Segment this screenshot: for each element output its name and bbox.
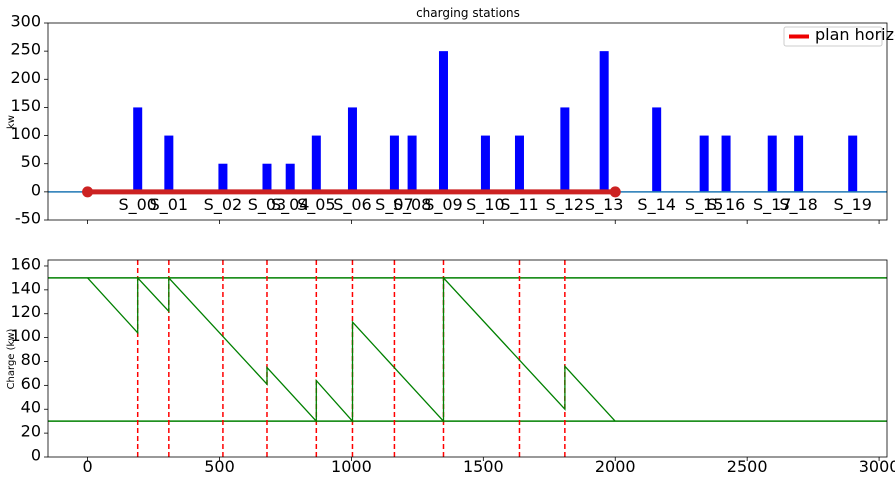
plan-horizon-start-marker xyxy=(82,186,94,198)
station-label: S_15 xyxy=(685,195,724,215)
top-chart-y-ticks: -50 0 50 100 150 200 250 300 xyxy=(10,12,48,228)
bar xyxy=(262,163,272,192)
bottom-chart-x-ticks: 0 500 1000 1500 2000 2500 3000 xyxy=(82,457,895,476)
bar xyxy=(164,135,174,192)
x-tick-label: 1500 xyxy=(463,457,504,476)
bottom-chart-y-ticks: 0 20 40 60 80 100 120 140 160 xyxy=(10,254,48,465)
station-label: S_08 xyxy=(393,195,432,215)
plan-horizon-end-marker xyxy=(609,186,621,198)
top-chart-ylabel: kw xyxy=(6,115,17,129)
station-label: S_18 xyxy=(779,195,818,215)
station-label: S_16 xyxy=(707,195,746,215)
bar xyxy=(514,135,524,192)
station-label: S_11 xyxy=(500,195,539,215)
stop-markers xyxy=(136,260,566,457)
bar xyxy=(133,107,143,192)
station-label: S_13 xyxy=(585,195,624,215)
x-tick-label: 1000 xyxy=(331,457,372,476)
station-label: S_10 xyxy=(466,195,505,215)
charge-limit-lines xyxy=(48,277,887,422)
bar xyxy=(599,51,609,192)
y-tick-label: 140 xyxy=(10,278,41,297)
y-tick-label: 200 xyxy=(10,68,41,87)
y-tick-label: 100 xyxy=(10,326,41,345)
station-label: S_09 xyxy=(424,195,463,215)
station-label: S_03 xyxy=(248,195,287,215)
legend: plan horizon xyxy=(783,25,895,47)
top-chart-bars xyxy=(133,51,858,192)
station-label: S_12 xyxy=(546,195,585,215)
x-tick-label: 2500 xyxy=(727,457,768,476)
x-tick-label: 2000 xyxy=(595,457,636,476)
x-tick-label: 500 xyxy=(204,457,235,476)
bottom-chart-frame xyxy=(47,259,888,458)
station-label: S_04 xyxy=(271,195,310,215)
top-chart: charging stations kw -50 0 50 100 150 200 250 3… xyxy=(6,6,895,228)
bar xyxy=(218,163,228,192)
station-label: S_19 xyxy=(833,195,872,215)
bar xyxy=(480,135,490,192)
legend-box xyxy=(783,26,883,47)
y-tick-label: 50 xyxy=(21,152,41,171)
station-label: S_06 xyxy=(333,195,372,215)
top-chart-title: charging stations xyxy=(416,6,520,20)
top-chart-station-labels: S_00S_01 S_02 S_03S_04S_05S_06 S_07S_08S_09… xyxy=(118,195,872,215)
x-tick-label: 0 xyxy=(82,457,92,476)
x-tick-label: 3000 xyxy=(859,457,895,476)
bar xyxy=(652,107,662,192)
y-tick-label: 80 xyxy=(21,350,41,369)
bar xyxy=(560,107,570,192)
y-tick-label: -50 xyxy=(15,209,41,228)
bar xyxy=(285,163,295,192)
station-label: S_17 xyxy=(753,195,792,215)
bar xyxy=(794,135,804,192)
top-chart-frame xyxy=(47,22,888,221)
y-tick-label: 60 xyxy=(21,374,41,393)
y-tick-label: 160 xyxy=(10,254,41,273)
bar xyxy=(438,51,448,192)
station-label: S_05 xyxy=(297,195,336,215)
bar xyxy=(699,135,709,192)
y-tick-label: 120 xyxy=(10,302,41,321)
y-tick-label: 250 xyxy=(10,40,41,59)
bar xyxy=(389,135,399,192)
y-tick-label: 40 xyxy=(21,398,41,417)
y-tick-label: 0 xyxy=(31,446,41,465)
plan-horizon-line xyxy=(82,186,621,198)
legend-label: plan horizon xyxy=(815,25,895,44)
y-tick-label: 20 xyxy=(21,422,41,441)
station-label: S_07 xyxy=(375,195,414,215)
y-tick-label: 100 xyxy=(10,124,41,143)
bar xyxy=(347,107,357,192)
station-label: S_02 xyxy=(204,195,243,215)
bar xyxy=(311,135,321,192)
bar xyxy=(721,135,731,192)
charge-profile-line xyxy=(87,276,616,423)
y-tick-label: 0 xyxy=(31,180,41,199)
y-tick-label: 300 xyxy=(10,12,41,31)
station-label: S_01 xyxy=(150,195,189,215)
y-tick-label: 150 xyxy=(10,96,41,115)
station-label: S_14 xyxy=(637,195,676,215)
bar xyxy=(407,135,417,192)
bar xyxy=(848,135,858,192)
station-label: S_00 xyxy=(118,195,157,215)
top-chart-x-tickmarks xyxy=(87,220,880,224)
bar xyxy=(767,135,777,192)
bottom-chart: Charge (kw) 0 20 40 60 80 100 120 140 160 0 500 10… xyxy=(6,254,895,476)
bottom-chart-ylabel: Charge (kw) xyxy=(6,328,17,389)
